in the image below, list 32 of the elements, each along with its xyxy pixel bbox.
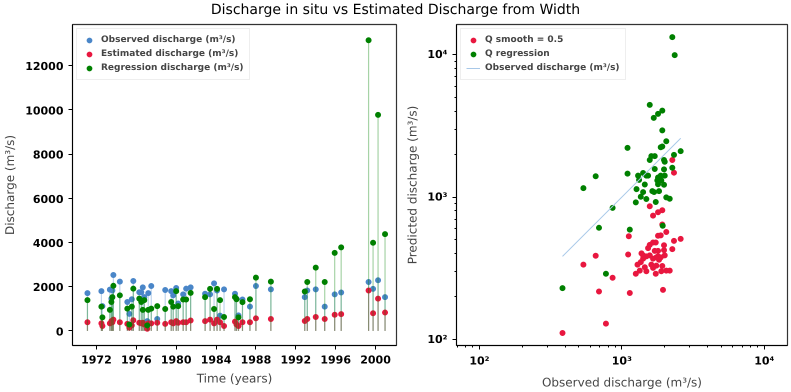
- legend-label: Regression discharge (m³/s): [101, 62, 244, 74]
- x-tick-label: 10³: [612, 354, 632, 368]
- x-tick-label: 1984: [200, 354, 232, 366]
- x-tick-label: 2000: [360, 354, 392, 366]
- y-tick-label: 4000: [32, 236, 64, 250]
- x-tick-label: 1992: [280, 354, 312, 366]
- x-tick-label: 1972: [81, 354, 112, 366]
- x-axis-title: Observed discharge (m³/s): [542, 376, 702, 390]
- y-tick-label: 10000: [25, 104, 64, 118]
- y-tick-label: 2000: [32, 281, 64, 294]
- x-tick-label: 10⁴: [754, 354, 775, 368]
- x-tick-label: 1976: [120, 354, 152, 366]
- legend-label: Q smooth = 0.5: [485, 34, 564, 46]
- chart-title: Discharge in situ vs Estimated Discharge from Width: [210, 1, 580, 20]
- x-tick-label: 10²: [469, 354, 490, 368]
- x-tick-label: 1988: [240, 354, 272, 366]
- legend-label: Estimated discharge (m³/s): [101, 48, 238, 60]
- y-tick-label: 10³: [427, 190, 448, 204]
- y-tick-label: 12000: [25, 60, 64, 74]
- y-tick-label: 8000: [32, 148, 64, 162]
- legend-label: Observed discharge (m³/s): [101, 34, 236, 46]
- y-tick-label: 10²: [427, 332, 448, 346]
- x-axis-title: Time (years): [196, 372, 272, 386]
- x-tick-label: 1980: [160, 354, 192, 366]
- y-tick-label: 0: [56, 325, 64, 338]
- y-axis-title: Discharge (m³/s): [3, 134, 18, 236]
- legend-label: Observed discharge (m³/s): [485, 62, 620, 74]
- x-tick-label: 1996: [320, 354, 352, 366]
- y-tick-label: 10⁴: [427, 48, 448, 62]
- legend-label: Q regression: [485, 48, 550, 60]
- y-tick-label: 6000: [32, 192, 64, 206]
- y-axis-title: Predicted discharge (m³/s): [405, 106, 420, 264]
